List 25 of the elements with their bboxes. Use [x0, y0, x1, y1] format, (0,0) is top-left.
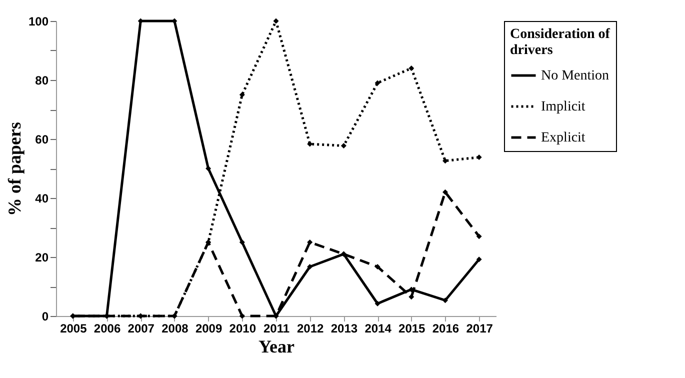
y-tick-label: 0 [42, 310, 49, 324]
x-tick-label: 2014 [364, 322, 392, 336]
x-tick-label: 2007 [128, 322, 155, 336]
x-tick-label: 2011 [263, 322, 290, 336]
x-tick-label: 2015 [398, 322, 426, 336]
x-tick-label: 2009 [195, 322, 222, 336]
x-tick-label: 2017 [466, 322, 494, 336]
x-tick-label: 2010 [229, 322, 256, 336]
y-tick-label: 20 [35, 250, 49, 264]
x-tick-label: 2006 [94, 322, 121, 336]
y-tick-label: 100 [28, 14, 49, 28]
legend-label: Explicit [541, 130, 586, 146]
legend-title: Consideration of drivers [510, 27, 610, 58]
legend-label: Implicit [541, 100, 586, 114]
x-tick-label: 2005 [60, 322, 88, 336]
x-tick-label: 2008 [162, 322, 189, 336]
y-axis-title: % of papers [4, 122, 24, 216]
legend-label: No Mention [541, 68, 610, 84]
x-tick-label: 2016 [432, 322, 460, 336]
y-tick-label: 80 [35, 74, 49, 88]
x-tick-label: 2012 [296, 322, 324, 336]
x-tick-label: 2013 [330, 322, 358, 336]
y-tick-label: 40 [35, 192, 49, 206]
x-axis-title: Year [258, 336, 294, 356]
y-tick-label: 60 [35, 132, 49, 146]
